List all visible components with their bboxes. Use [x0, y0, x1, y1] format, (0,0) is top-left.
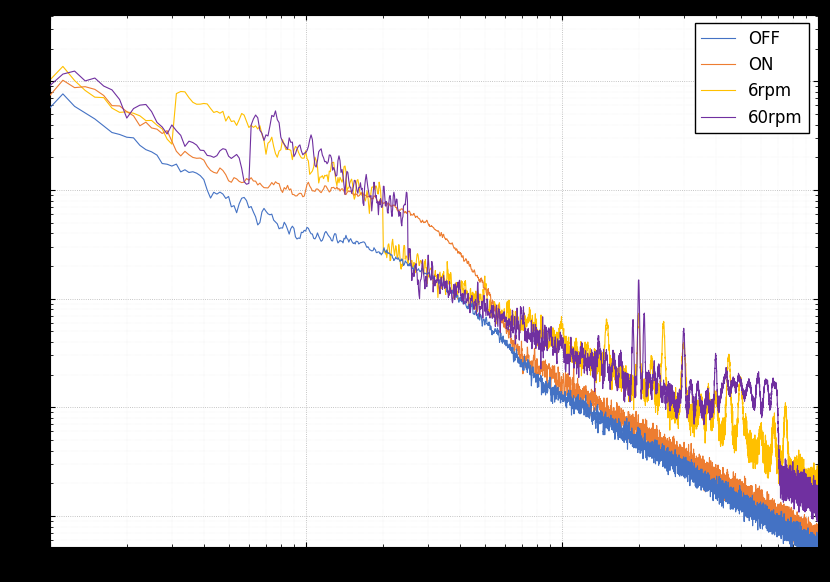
Line: 6rpm: 6rpm	[50, 66, 818, 508]
60rpm	[813, 515, 823, 522]
6rpm	[482, 300, 492, 307]
OFF	[45, 104, 55, 111]
60rpm	[700, 407, 710, 414]
6rpm	[813, 505, 823, 512]
6rpm	[45, 77, 55, 84]
OFF	[779, 519, 789, 526]
60rpm	[482, 297, 492, 304]
60rpm	[70, 68, 80, 74]
ON	[754, 496, 764, 503]
ON	[762, 489, 772, 496]
Line: OFF: OFF	[50, 94, 818, 566]
60rpm	[813, 518, 823, 525]
60rpm	[754, 379, 764, 386]
OFF	[787, 520, 797, 527]
ON	[482, 290, 492, 297]
Line: 60rpm: 60rpm	[50, 71, 818, 521]
6rpm	[787, 472, 797, 479]
OFF	[482, 321, 492, 328]
60rpm	[779, 474, 789, 481]
60rpm	[762, 379, 772, 386]
ON	[813, 559, 823, 566]
ON	[779, 515, 789, 522]
6rpm	[754, 438, 764, 445]
6rpm	[58, 63, 68, 70]
6rpm	[700, 411, 710, 418]
OFF	[813, 563, 823, 570]
ON	[700, 460, 710, 467]
60rpm	[787, 491, 797, 498]
60rpm	[45, 82, 55, 89]
ON	[58, 77, 68, 84]
ON	[45, 92, 55, 99]
Line: ON: ON	[50, 80, 818, 563]
ON	[787, 523, 797, 530]
Legend: OFF, ON, 6rpm, 60rpm: OFF, ON, 6rpm, 60rpm	[695, 23, 809, 133]
6rpm	[779, 414, 789, 421]
OFF	[58, 90, 68, 97]
OFF	[754, 506, 764, 513]
6rpm	[762, 467, 772, 474]
OFF	[762, 506, 772, 513]
OFF	[700, 481, 710, 488]
